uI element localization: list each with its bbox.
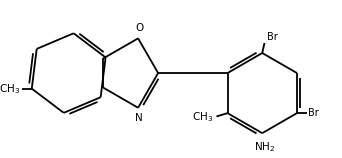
Text: CH$_3$: CH$_3$ [192,111,213,125]
Text: O: O [135,23,143,33]
Text: NH$_2$: NH$_2$ [254,140,275,154]
Text: Br: Br [308,108,319,118]
Text: CH$_3$: CH$_3$ [0,82,21,96]
Text: N: N [135,113,143,123]
Text: Br: Br [267,32,277,42]
